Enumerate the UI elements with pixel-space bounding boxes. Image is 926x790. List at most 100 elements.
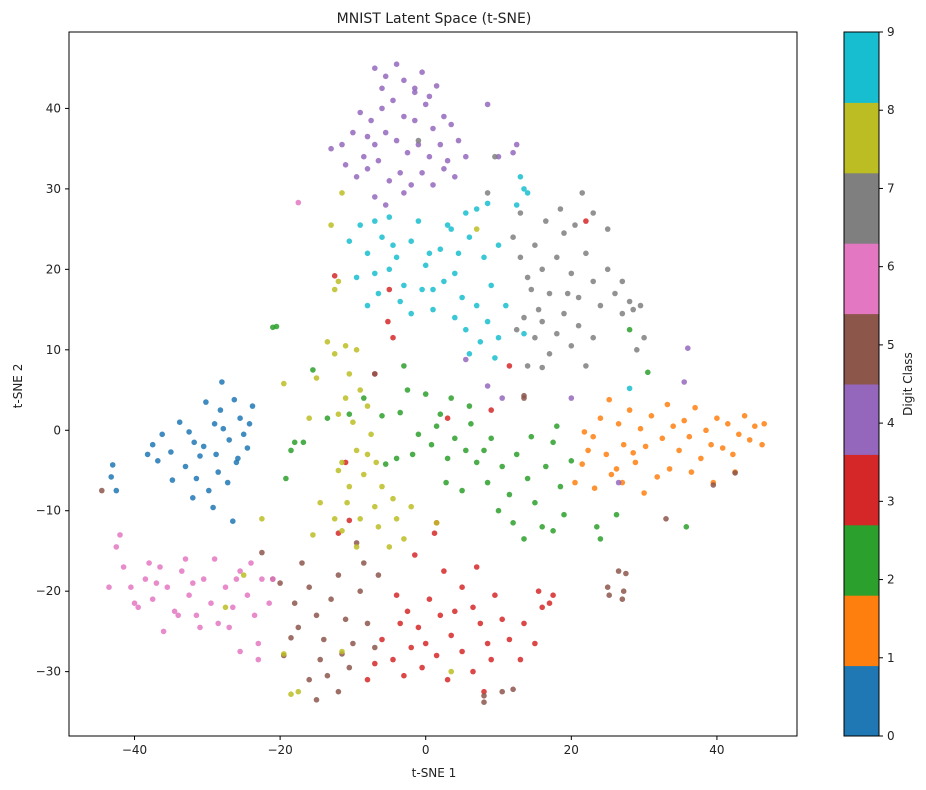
- point-class-9: [430, 306, 436, 313]
- point-class-8: [339, 190, 345, 196]
- point-class-3: [532, 640, 538, 647]
- point-class-5: [299, 560, 305, 566]
- point-class-7: [532, 242, 538, 248]
- point-class-1: [603, 451, 610, 458]
- point-class-6: [222, 584, 229, 590]
- point-class-2: [437, 411, 444, 418]
- point-class-1: [759, 441, 765, 448]
- colorbar: 0 1 2 3 4 5 6 7 8 9: [843, 25, 895, 743]
- point-class-9: [524, 190, 531, 196]
- point-class-3: [422, 640, 429, 647]
- point-class-8: [331, 351, 338, 357]
- point-class-2: [300, 439, 307, 446]
- point-class-2: [415, 431, 422, 438]
- point-class-2: [539, 524, 545, 530]
- point-class-9: [626, 385, 633, 392]
- point-class-9: [364, 250, 371, 257]
- point-class-1: [670, 423, 676, 430]
- point-class-9: [521, 330, 527, 337]
- point-class-5: [350, 640, 356, 647]
- point-class-5: [321, 636, 327, 643]
- point-class-9: [492, 355, 498, 361]
- point-class-6: [117, 532, 123, 538]
- point-class-6: [233, 576, 240, 582]
- point-class-2: [379, 413, 385, 419]
- point-class-7: [579, 190, 585, 196]
- point-class-7: [568, 343, 575, 349]
- point-class-9: [463, 326, 469, 333]
- point-class-8: [364, 451, 371, 458]
- point-class-8: [339, 528, 345, 534]
- point-class-9: [419, 286, 425, 293]
- colorbar-swatch-0: [844, 665, 879, 737]
- point-class-8: [368, 431, 374, 438]
- point-class-4: [415, 141, 422, 148]
- point-class-7: [539, 266, 545, 273]
- point-class-0: [244, 445, 251, 451]
- point-class-4: [452, 174, 458, 180]
- point-class-6: [179, 568, 185, 574]
- point-class-7: [597, 302, 604, 309]
- point-class-5: [732, 470, 738, 476]
- point-class-0: [159, 431, 165, 438]
- point-class-3: [488, 656, 495, 663]
- point-class-9: [521, 186, 527, 192]
- point-class-8: [335, 411, 342, 418]
- point-class-6: [120, 564, 127, 570]
- x-tick-label: 40: [709, 743, 724, 757]
- point-class-7: [517, 210, 524, 216]
- point-class-8: [342, 395, 349, 401]
- point-class-2: [543, 463, 549, 470]
- point-class-7: [634, 347, 640, 353]
- point-class-8: [353, 447, 360, 454]
- point-class-3: [444, 676, 451, 683]
- point-class-0: [237, 415, 243, 422]
- point-class-9: [379, 234, 385, 240]
- point-class-3: [408, 644, 415, 651]
- point-class-1: [632, 459, 639, 466]
- point-class-2: [459, 487, 465, 494]
- point-class-8: [281, 651, 287, 657]
- point-class-0: [155, 458, 161, 464]
- point-class-4: [372, 65, 378, 71]
- point-class-7: [572, 222, 578, 228]
- point-class-8: [288, 691, 294, 697]
- point-class-5: [335, 572, 342, 578]
- point-class-4: [422, 101, 429, 108]
- point-class-0: [109, 462, 116, 468]
- point-class-0: [210, 504, 216, 511]
- point-class-7: [415, 137, 422, 144]
- point-class-3: [484, 640, 491, 647]
- point-class-9: [484, 318, 491, 325]
- point-class-7: [568, 270, 575, 277]
- point-class-5: [353, 540, 360, 546]
- point-class-9: [466, 234, 473, 240]
- point-class-2: [613, 511, 620, 518]
- point-class-6: [237, 568, 243, 574]
- point-class-3: [546, 600, 553, 606]
- point-class-4: [433, 83, 440, 89]
- point-class-8: [433, 520, 440, 526]
- point-class-2: [310, 367, 316, 373]
- point-class-6: [208, 600, 214, 606]
- point-class-0: [182, 463, 189, 470]
- point-class-5: [342, 616, 349, 623]
- point-class-0: [217, 407, 224, 413]
- point-class-9: [448, 226, 455, 232]
- point-class-4: [364, 133, 371, 140]
- point-class-1: [703, 427, 709, 434]
- point-class-4: [350, 129, 356, 136]
- point-class-4: [455, 137, 462, 144]
- point-class-2: [382, 461, 389, 467]
- point-class-8: [259, 516, 265, 522]
- point-class-2: [513, 451, 520, 458]
- point-class-7: [524, 274, 531, 281]
- point-class-9: [495, 242, 502, 248]
- scatter-points: [99, 61, 767, 705]
- point-class-5: [288, 635, 294, 641]
- point-class-7: [535, 306, 542, 313]
- point-class-0: [203, 399, 209, 405]
- point-class-7: [612, 290, 618, 297]
- point-class-9: [353, 274, 360, 281]
- point-class-1: [730, 451, 736, 458]
